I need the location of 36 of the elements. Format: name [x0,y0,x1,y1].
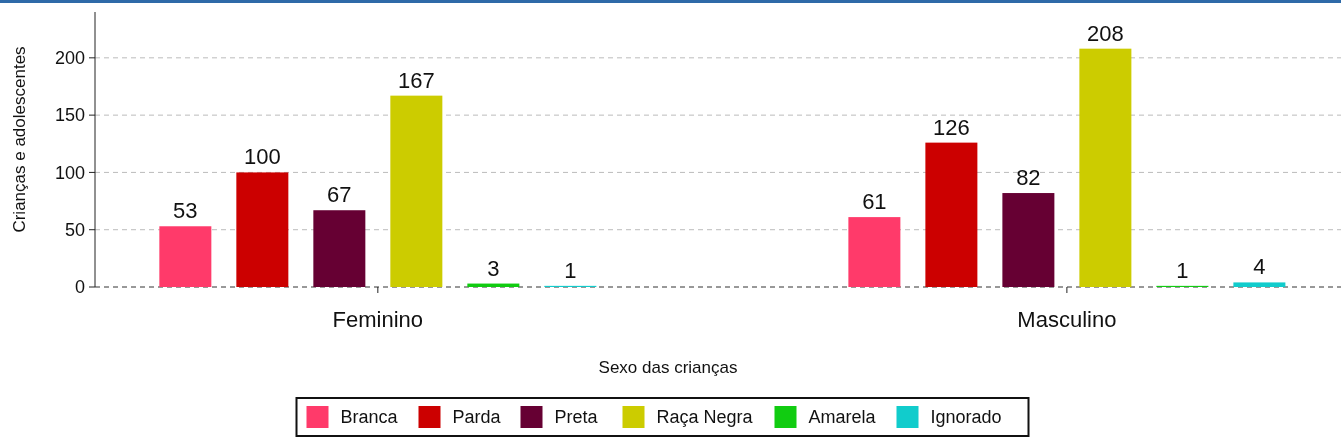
x-axis-title: Sexo das crianças [598,358,738,377]
bar [848,217,901,287]
bar [1233,282,1286,287]
y-tick-label: 50 [64,220,85,241]
legend-label: Ignorado [930,407,1002,428]
data-label: 4 [1253,254,1266,280]
bar [1079,48,1132,287]
y-tick-label: 150 [54,105,85,126]
legend-label: Amarela [808,407,877,428]
data-label: 208 [1087,20,1124,46]
data-label: 82 [1016,165,1041,191]
data-label: 53 [173,198,198,224]
data-label: 1 [564,257,577,283]
y-axis-title: Crianças e adolescentes [10,46,29,233]
data-label: 126 [933,114,970,140]
bar [236,172,289,287]
legend-label: Raça Negra [656,407,754,428]
data-label: 1 [1176,257,1189,283]
data-label: 100 [243,144,281,170]
bar [159,226,212,287]
y-tick-label: 100 [54,162,85,183]
data-label: 3 [487,255,500,281]
data-label: 61 [862,189,887,215]
x-tick-label: Masculino [1017,307,1117,332]
legend-label: Preta [554,407,599,428]
data-label: 167 [397,67,435,93]
legend-label: Parda [452,407,502,428]
bar [925,142,978,287]
bar [313,210,366,287]
bar [390,95,443,287]
y-tick-label: 0 [74,277,85,298]
data-label: 67 [327,182,352,208]
legend-label: Branca [340,407,399,428]
bar [1002,193,1055,287]
x-tick-label: Feminino [332,307,424,332]
y-tick-label: 200 [54,48,85,69]
